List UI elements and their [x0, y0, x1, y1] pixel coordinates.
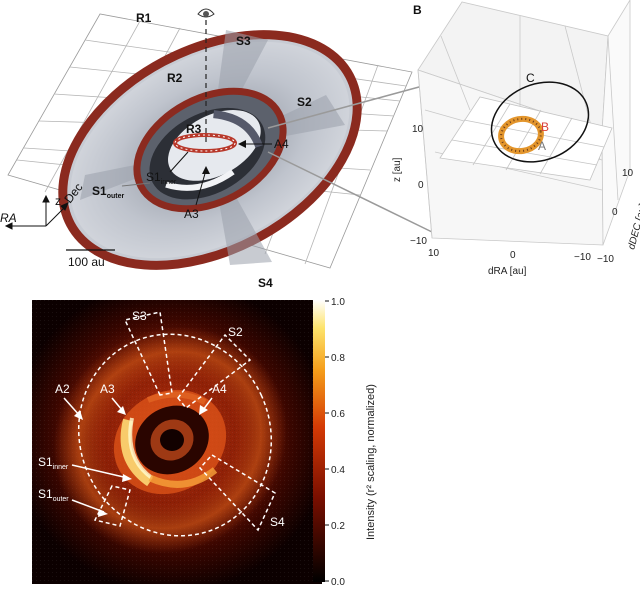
panel-a: R1 R2 R3 S3 S2 S4 S1outer S1inner A3 A4 …	[0, 8, 433, 290]
axes-indicator	[4, 194, 69, 230]
cbar-tick-00: 0.0	[331, 577, 345, 588]
label-a3: A3	[100, 382, 115, 396]
scale-label: 100 au	[68, 255, 105, 269]
dashed-overlays	[77, 311, 276, 537]
label-r3: R3	[186, 122, 202, 136]
panel-b-label: B	[413, 3, 422, 17]
label-c: C	[526, 71, 535, 85]
label-b: B	[541, 120, 549, 134]
label-r2: R2	[167, 71, 183, 85]
inner-ring	[113, 389, 227, 495]
colorbar	[313, 300, 325, 582]
panel-b: B C B A z [	[392, 0, 640, 277]
ddec-tick-bot: −10	[597, 254, 614, 265]
eye-icon	[197, 8, 215, 18]
ddec-tick-mid: 0	[612, 207, 618, 218]
z-tick-bot: −10	[410, 236, 427, 247]
orbit-c	[490, 81, 590, 163]
dra-axis-label: dRA [au]	[488, 266, 527, 277]
cbar-tick-08: 0.8	[331, 353, 345, 364]
label-s1-inner: S1inner	[38, 455, 69, 471]
label-s1-outer: S1outer	[38, 487, 69, 503]
colorbar-ticks	[325, 300, 329, 582]
label-r1: R1	[136, 11, 152, 25]
disk-model	[58, 8, 433, 270]
label-a4: A4	[274, 137, 289, 151]
label-a4: A4	[212, 382, 227, 396]
z-axis-label: z [au]	[392, 157, 403, 182]
cbar-tick-02: 0.2	[331, 521, 345, 532]
ddec-tick-top: 10	[622, 168, 634, 179]
label-s3: S3	[236, 34, 251, 48]
label-s2: S2	[297, 95, 312, 109]
z-tick-top: 10	[412, 124, 424, 135]
axis-label-ra: RA	[0, 211, 17, 225]
panel-c: S3 S2 A2 A3 A4 S1inner S1outer S4 1.0 0.…	[32, 297, 377, 588]
axis-label-z: z	[55, 194, 61, 208]
label-s4: S4	[270, 515, 285, 529]
cbar-tick-1: 1.0	[331, 297, 345, 308]
label-s2: S2	[228, 325, 243, 339]
z-tick-mid: 0	[418, 180, 424, 191]
colorbar-label: Intensity (r² scaling, normalized)	[365, 384, 377, 540]
cbar-tick-06: 0.6	[331, 409, 345, 420]
dra-tick-right: −10	[574, 252, 591, 263]
cbar-tick-04: 0.4	[331, 465, 345, 476]
label-a: A	[538, 139, 546, 153]
ddec-axis-label: dDEC [au]	[626, 203, 640, 251]
label-a3: A3	[184, 207, 199, 221]
label-s3: S3	[132, 309, 147, 323]
dra-tick-mid: 0	[510, 250, 516, 261]
label-s1-outer: S1outer	[92, 184, 124, 200]
label-s1-inner: S1inner	[146, 170, 177, 186]
dra-tick-left: 10	[428, 248, 440, 259]
label-a2: A2	[55, 382, 70, 396]
label-s4: S4	[258, 276, 273, 290]
